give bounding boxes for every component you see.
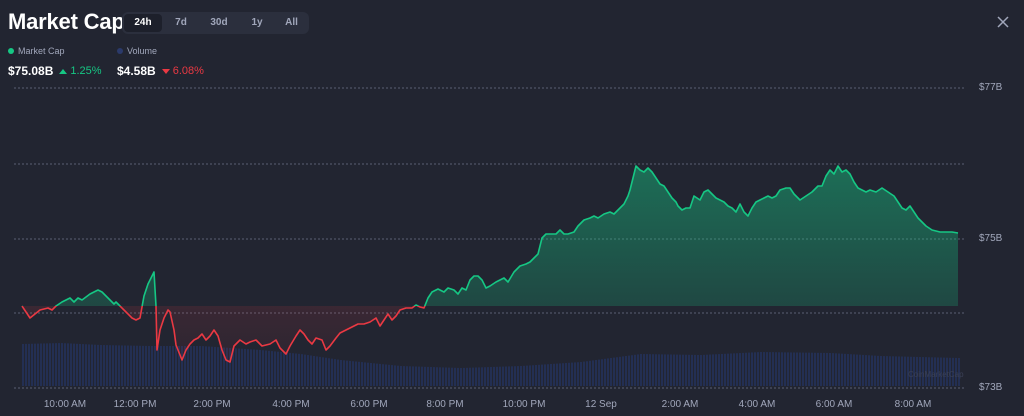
x-axis-label: 2:00 AM [661,399,699,410]
tab-30d[interactable]: 30d [210,17,228,28]
watermark: CoinMarketCap [908,370,964,379]
price-line [21,165,959,363]
x-axis-label: 4:00 AM [738,399,776,410]
legend-label: Volume [127,46,158,56]
x-axis-label: 12:00 PM [113,399,157,410]
market-cap-value: $75.08B [8,64,54,78]
x-axis-label: 6:00 PM [350,399,388,410]
x-axis-label: 12 Sep [585,399,617,410]
page-title: Market Cap [8,9,125,34]
tab-24h[interactable]: 24h [124,14,162,32]
y-axis-label: $77B [979,82,1003,93]
close-icon[interactable] [996,15,1010,29]
caret-down-icon [161,68,170,74]
tab-1y[interactable]: 1y [251,17,263,28]
volume-dot-icon [117,48,123,54]
x-axis-label: 10:00 PM [502,399,546,410]
volume-value: $4.58B [117,64,156,78]
legend-label: Market Cap [18,46,65,56]
y-axis-label: $75B [979,233,1003,244]
price-area [22,166,958,362]
market-cap-dot-icon [8,48,14,54]
tab-7d[interactable]: 7d [175,17,187,28]
time-range-tabs: 24h 7d 30d 1y All [122,12,309,34]
y-axis-label: $73B [979,382,1003,393]
market-cap-stat: $75.08B 1.25% [8,64,102,78]
x-axis-label: 8:00 AM [894,399,932,410]
market-cap-change: 1.25% [59,65,102,77]
volume-change: 6.08% [161,65,204,77]
legend-volume[interactable]: Volume [117,46,157,56]
x-axis-label: 6:00 AM [815,399,853,410]
tab-all[interactable]: All [285,17,298,28]
x-axis-label: 4:00 PM [272,399,310,410]
x-axis-label: 10:00 AM [43,399,87,410]
x-axis-label: 8:00 PM [426,399,464,410]
volume-bars [22,343,960,386]
volume-stat: $4.58B 6.08% [117,64,204,78]
volume-change-value: 6.08% [172,65,204,77]
x-axis-label: 2:00 PM [193,399,231,410]
legend-market-cap[interactable]: Market Cap [8,46,65,56]
market-cap-change-value: 1.25% [70,65,102,77]
caret-up-icon [59,68,68,74]
